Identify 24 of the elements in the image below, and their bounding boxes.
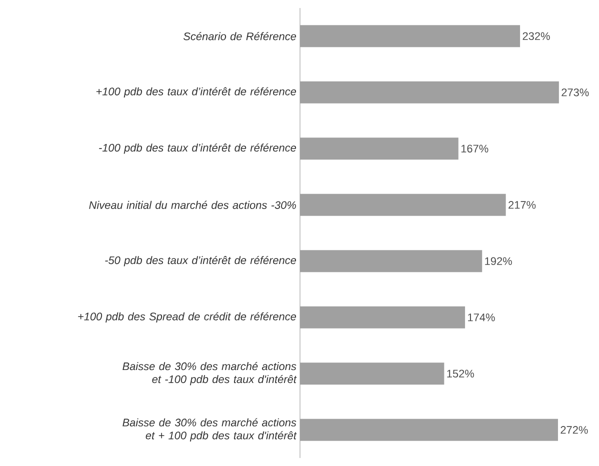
data-label: 174% [468,314,495,322]
y-tick-label: Niveau initial du marché des actions -30% [89,200,296,209]
bar [300,194,506,216]
y-tick-label: Scénario de Référence [183,32,296,40]
y-tick-label: Baisse de 30% des marché actions et + 100 pdb des taux d'intérêt [122,418,297,442]
y-tick-label: -100 pdb des taux d’intérêt de référence [99,143,296,154]
data-label: 232% [522,32,550,40]
bar [300,81,559,104]
data-label: 167% [461,144,488,153]
bar [300,250,482,272]
y-tick-label: +100 pdb des Spread de crédit de référence [78,312,296,323]
data-label: 217% [508,201,536,209]
data-label: 273% [562,88,589,96]
bar [300,25,520,48]
data-label: 192% [485,257,512,266]
y-tick-label: -50 pdb des taux d’intérêt de référence [105,256,296,266]
bar [300,362,444,385]
y-tick-label: +100 pdb des taux d’intérêt de référence [96,87,296,98]
bar [300,138,458,160]
data-label: 152% [447,370,474,378]
bar [300,306,466,328]
bar [300,418,558,441]
data-label: 272% [560,426,588,434]
y-tick-label: Baisse de 30% des marché actions et -100 pdb des taux d'intérêt [122,362,297,386]
